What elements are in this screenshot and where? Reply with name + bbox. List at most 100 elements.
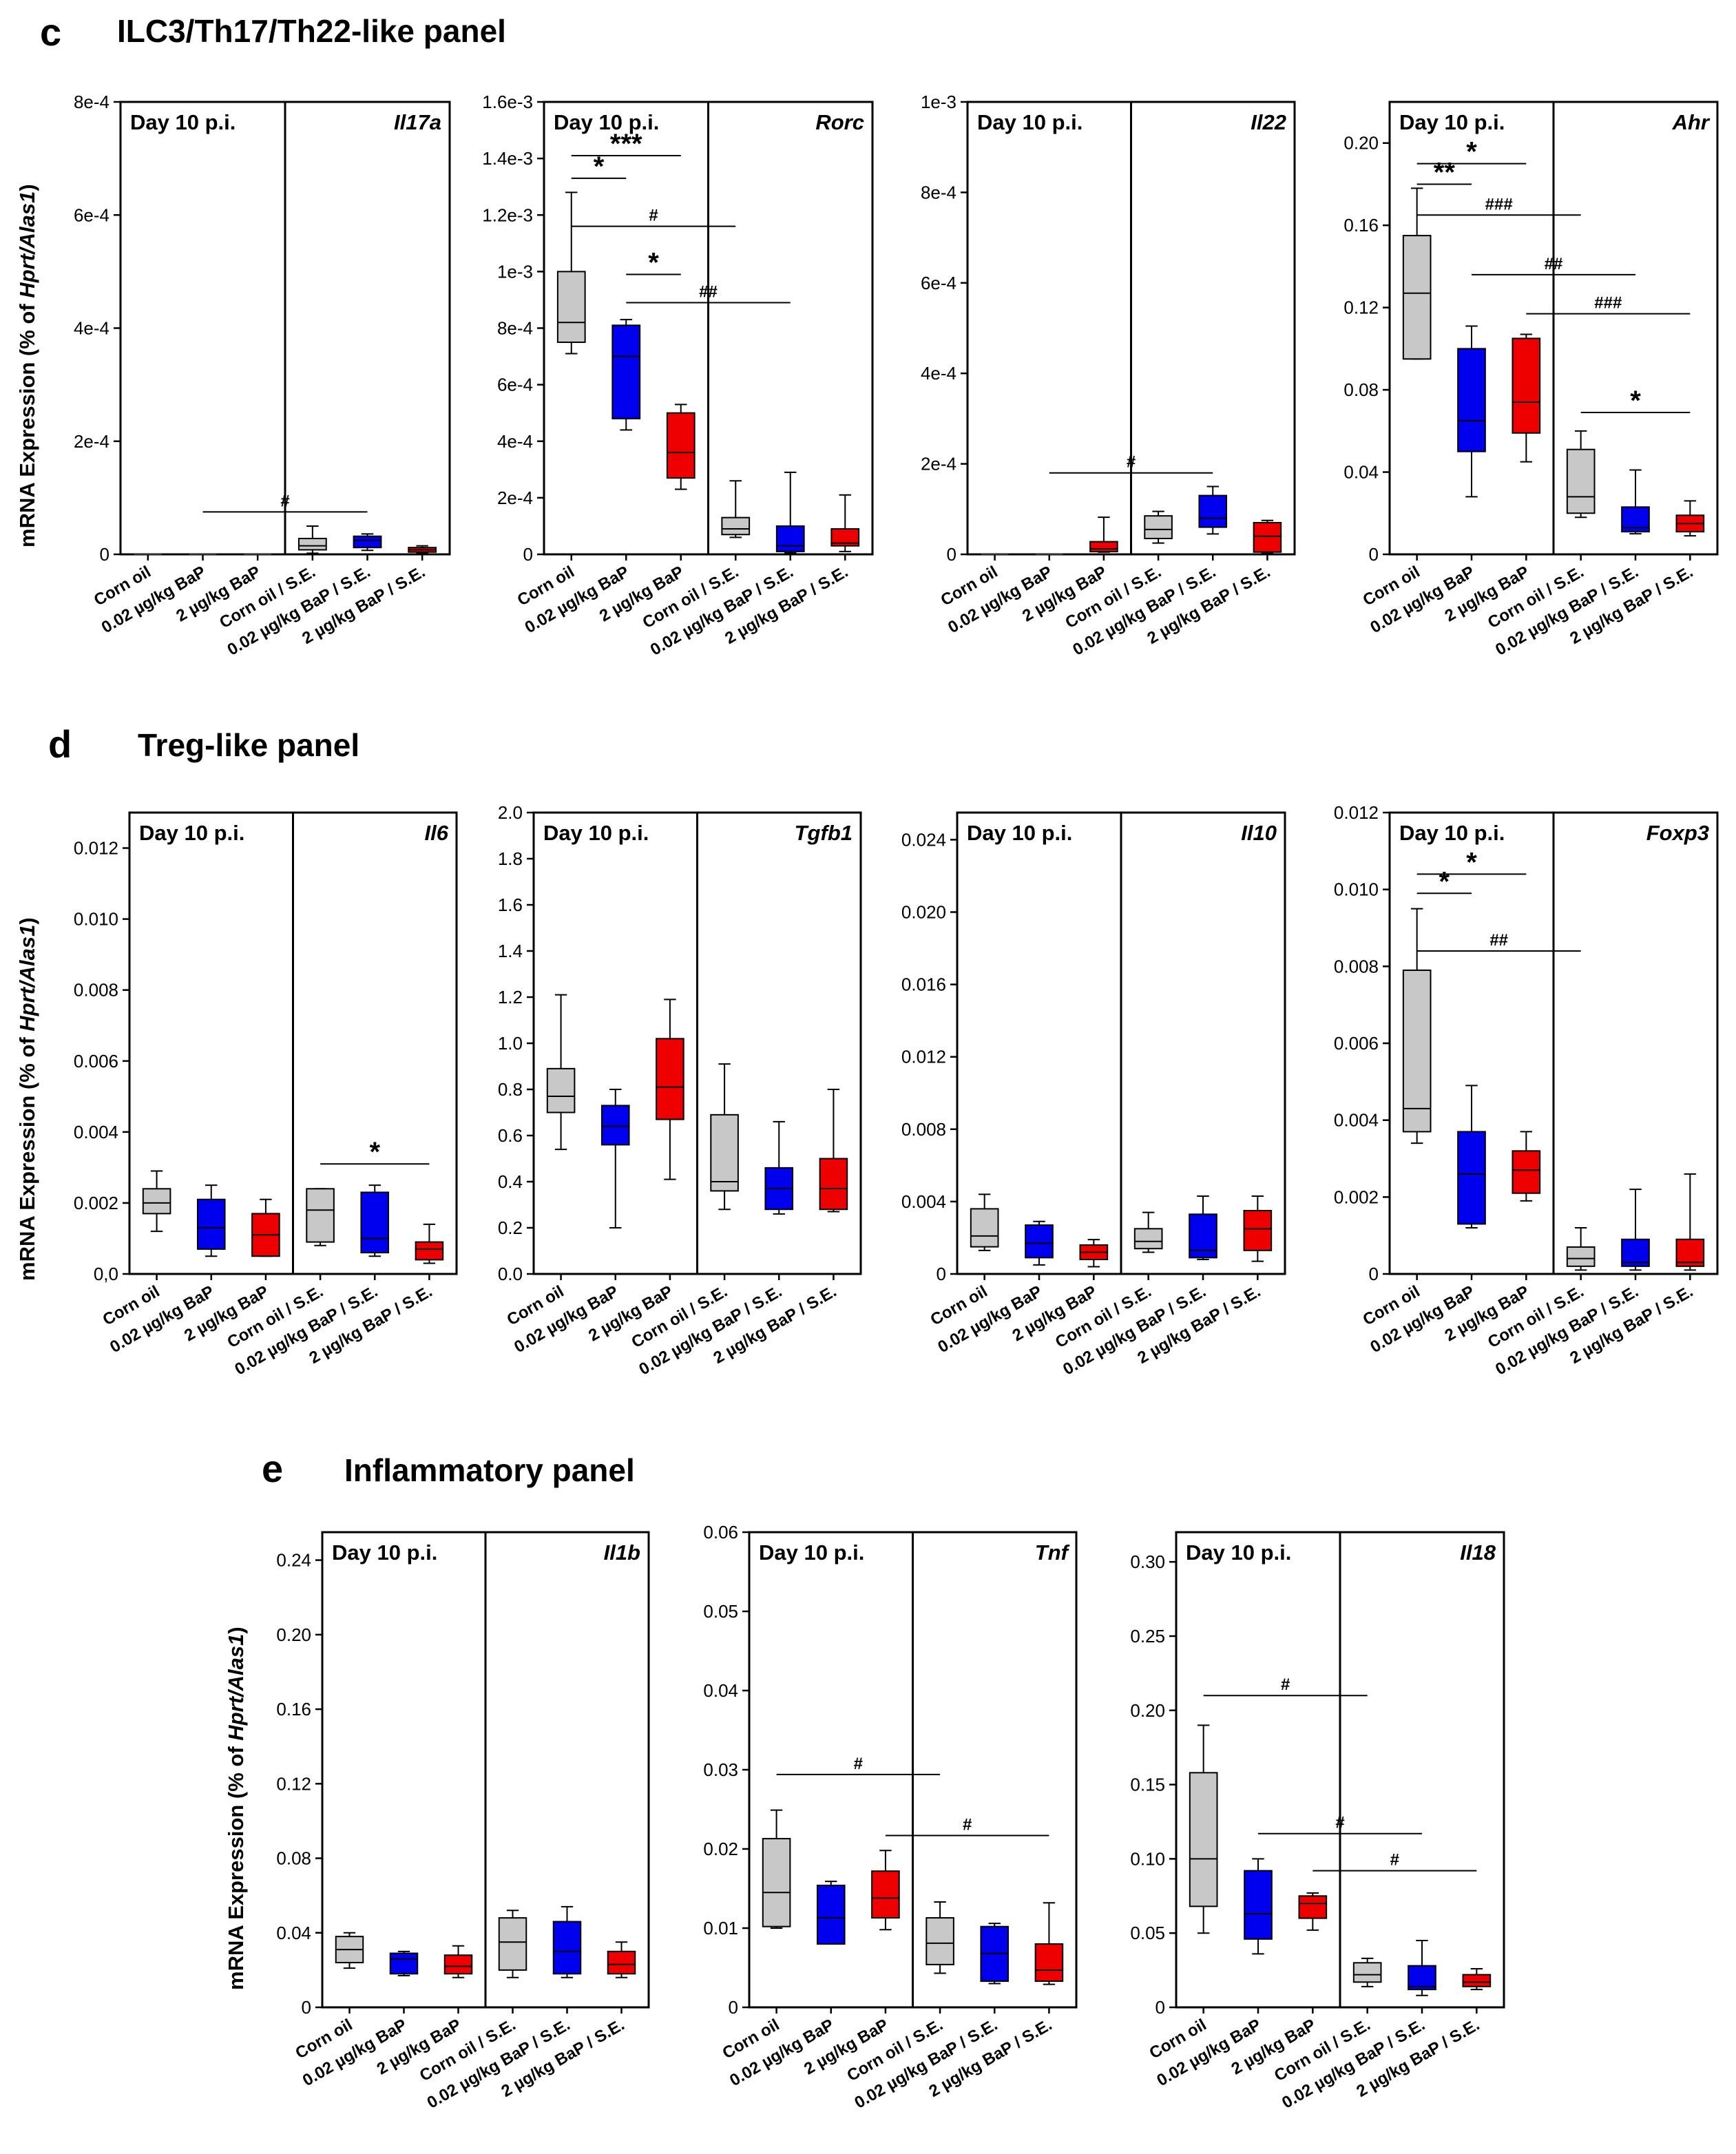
chart-rorc-ytick-label: 8e-4 (497, 318, 533, 339)
chart-il6-iqr-box (360, 1191, 390, 1254)
chart-rorc-ytick-label: 1.4e-3 (482, 148, 533, 169)
chart-il10-iqr-box (1133, 1228, 1163, 1250)
chart-il18-ytick-label: 0.20 (1130, 1700, 1165, 1721)
chart-il18-ytick-label: 0.10 (1130, 1848, 1165, 1869)
chart-il22-box-3 (1089, 516, 1118, 553)
chart-tgfb1-box-5 (764, 1120, 794, 1215)
chart-tgfb1-iqr-box (710, 1113, 739, 1192)
chart-il18: 0 0.05 0.10 0.15 0.20 0.25 0.30 Day 10 p.i. Il18… (1130, 1531, 1505, 2113)
chart-tgfb1-box-4 (710, 1063, 739, 1211)
chart-foxp3-ytick-label: 0 (1369, 1264, 1379, 1284)
chart-il17a-box-5 (353, 533, 382, 552)
chart-il17a-ytick-label: 4e-4 (74, 318, 109, 339)
chart-tgfb1-ytick-label: 1.2 (498, 987, 523, 1007)
chart-il17a-ytick-label: 0 (100, 544, 109, 565)
chart-tnf-sig-label-1: # (854, 1755, 863, 1773)
chart-tnf-day-label: Day 10 p.i. (759, 1540, 864, 1565)
chart-tgfb1-ytick-label: 0.6 (498, 1125, 523, 1146)
chart-il18-box-5 (1408, 1939, 1436, 1996)
chart-foxp3-box-1 (1402, 908, 1432, 1144)
chart-tgfb1-ytick-label: 1.0 (498, 1033, 523, 1054)
chart-rorc-gene-label: Rorc (815, 110, 864, 134)
chart-il18-sig-label-2: # (1335, 1814, 1344, 1832)
chart-ahr-ytick-label: 0.20 (1343, 133, 1379, 154)
chart-il6-sig-label-1: * (369, 1137, 380, 1167)
chart-rorc-iqr-box (666, 412, 696, 479)
chart-il18-sig-label-1: # (1281, 1675, 1290, 1694)
chart-rorc-ytick-label: 0 (523, 544, 533, 565)
chart-tgfb1-ytick-label: 1.8 (498, 848, 523, 869)
chart-il6-box-3 (251, 1198, 280, 1257)
chart-rorc-sig-label-1: * (594, 151, 605, 182)
chart-rorc-iqr-box (721, 516, 751, 536)
chart-il1b-day-label: Day 10 p.i. (332, 1540, 437, 1565)
chart-il1b-box-1 (335, 1932, 364, 1969)
chart-foxp3-day-label: Day 10 p.i. (1399, 821, 1505, 845)
chart-foxp3-ytick-label: 0.012 (1334, 802, 1379, 823)
chart-il18-iqr-box (1244, 1870, 1273, 1940)
chart-tgfb1-ytick-label: 1.4 (498, 941, 523, 961)
chart-foxp3-ytick-label: 0.006 (1334, 1033, 1379, 1054)
chart-il1b-ytick-label: 0.24 (276, 1550, 311, 1571)
chart-il22-ytick-label: 2e-4 (921, 454, 956, 474)
chart-rorc-iqr-box (611, 324, 641, 419)
chart-tgfb1-box-1 (546, 994, 576, 1151)
chart-ahr-sig-label-5: ### (1594, 294, 1622, 313)
chart-ahr-ytick-label: 0.12 (1343, 297, 1379, 318)
chart-il22-ytick-label: 8e-4 (921, 182, 956, 202)
chart-il10-box-2 (1025, 1220, 1054, 1266)
chart-il17a-box-4 (297, 525, 327, 554)
chart-il10-box-1 (970, 1193, 999, 1251)
chart-il18-iqr-box (1408, 1965, 1436, 1991)
chart-il1b-ytick-label: 0 (302, 1997, 311, 2018)
section-c-title: ILC3/Th17/Th22-like panel (117, 13, 506, 49)
chart-rorc-sig-label-2: *** (610, 129, 642, 159)
chart-il10-box-5 (1189, 1195, 1217, 1260)
chart-tnf-iqr-box (925, 1917, 954, 1965)
chart-foxp3-box-2 (1457, 1085, 1486, 1228)
chart-rorc-ytick-label: 2e-4 (497, 488, 533, 508)
chart-ahr-sig-label-6: * (1630, 386, 1641, 416)
chart-il22-day-label: Day 10 p.i. (977, 110, 1083, 134)
chart-ahr-box-4 (1566, 430, 1596, 519)
chart-ahr-box-5 (1621, 469, 1650, 535)
chart-il1b-ytick-label: 0.04 (276, 1923, 311, 1943)
chart-il1b-ytick-label: 0.16 (276, 1699, 311, 1719)
chart-tnf-ytick-label: 0.01 (703, 1918, 738, 1938)
chart-il6-box-5 (360, 1184, 390, 1257)
chart-il22-gene-label: Il22 (1251, 110, 1286, 134)
chart-il18-iqr-box (1462, 1974, 1492, 1987)
chart-il17a-gene-label: Il17a (394, 110, 441, 134)
chart-il10-gene-label: Il10 (1241, 821, 1277, 845)
section-d-title: Treg-like panel (138, 727, 360, 763)
chart-foxp3-box-4 (1566, 1227, 1596, 1271)
chart-tgfb1: 0.0 0.2 0.4 0.6 0.8 1.0 1.2 1.4 1.6 1.8 2.0 Day 10 … (498, 802, 862, 1379)
chart-ahr-iqr-box (1512, 337, 1541, 434)
chart-ahr-box-3 (1512, 333, 1541, 463)
chart-tgfb1-box-6 (819, 1089, 848, 1213)
chart-foxp3-ytick-label: 0.010 (1334, 879, 1379, 900)
chart-il17a-iqr-box (353, 535, 382, 549)
chart-rorc-sig-label-5: ## (699, 283, 718, 302)
chart-il6-box-1 (142, 1170, 171, 1233)
chart-tnf-iqr-box (871, 1870, 900, 1919)
section-e-title: Inflammatory panel (344, 1452, 635, 1488)
chart-foxp3-box-6 (1675, 1173, 1705, 1271)
chart-il18-ytick-label: 0.05 (1130, 1923, 1165, 1943)
chart-il1b-iqr-box (498, 1917, 527, 1971)
chart-il22-ytick-label: 1e-3 (921, 92, 956, 112)
chart-il18-box-2 (1244, 1858, 1273, 1955)
chart-foxp3-iqr-box (1512, 1150, 1541, 1194)
chart-tgfb1-iqr-box (546, 1067, 576, 1113)
chart-il10-iqr-box (1025, 1224, 1054, 1259)
chart-il6-iqr-box (415, 1241, 444, 1261)
chart-foxp3-box-5 (1621, 1189, 1650, 1271)
chart-il10-ytick-label: 0.016 (901, 974, 946, 995)
chart-rorc-iqr-box (556, 271, 586, 344)
chart-il18-ytick-label: 0 (1155, 1997, 1165, 2018)
chart-tnf-iqr-box (1034, 1943, 1064, 1983)
chart-foxp3-iqr-box (1402, 969, 1432, 1133)
chart-tnf-iqr-box (816, 1884, 846, 1945)
chart-il10-box-4 (1133, 1211, 1163, 1253)
